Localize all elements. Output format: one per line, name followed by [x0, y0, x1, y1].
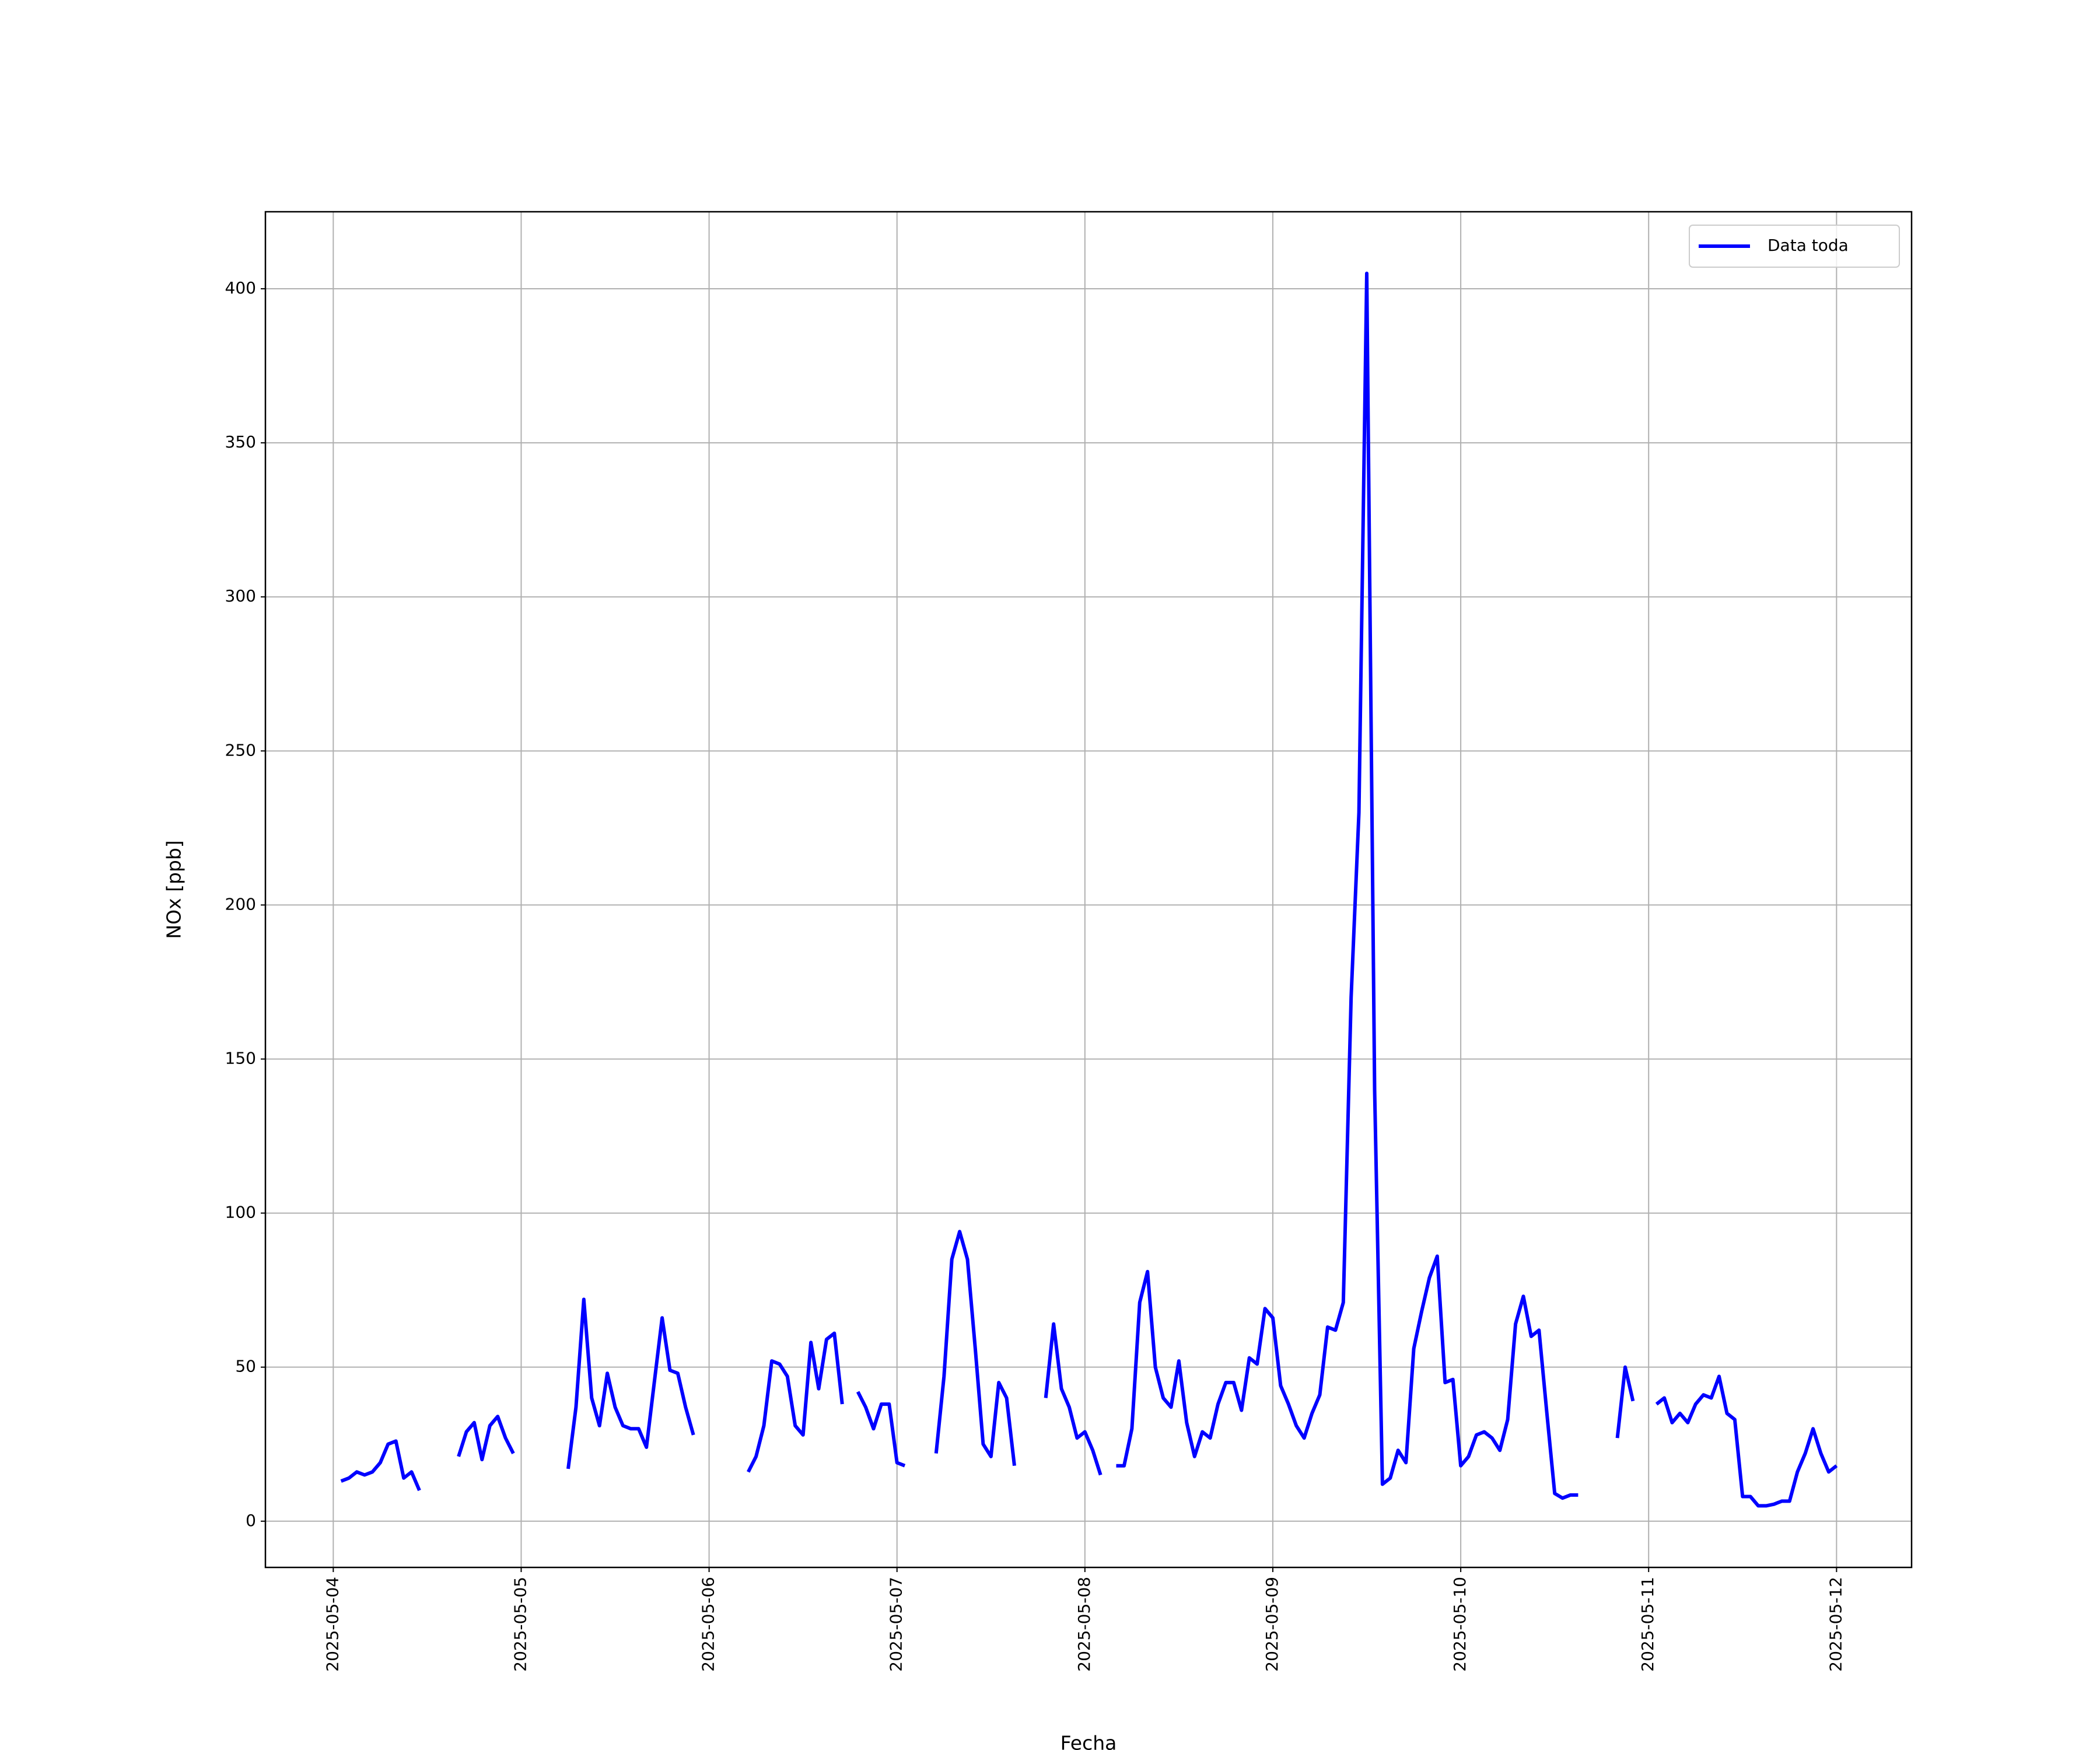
x-tick-label: 2025-05-04 — [323, 1577, 342, 1672]
x-tick-label: 2025-05-05 — [510, 1577, 530, 1672]
y-tick-label: 250 — [225, 740, 256, 760]
data-line — [340, 271, 1838, 1508]
x-tick-label: 2025-05-06 — [699, 1577, 718, 1672]
legend-box — [1689, 225, 1900, 268]
x-axis-label: Fecha — [1060, 1732, 1117, 1750]
x-tick-label: 2025-05-10 — [1450, 1577, 1469, 1672]
y-axis-label: NOx [ppb] — [163, 840, 186, 939]
y-tick-label: 50 — [235, 1357, 256, 1376]
x-tick-label: 2025-05-07 — [887, 1577, 906, 1672]
x-tick-label: 2025-05-09 — [1262, 1577, 1282, 1672]
y-tick-label: 150 — [225, 1049, 256, 1068]
y-tick-label: 350 — [225, 432, 256, 452]
x-tick-label: 2025-05-12 — [1826, 1577, 1845, 1672]
legend-label: Data toda — [1768, 236, 1849, 255]
x-tick-label: 2025-05-11 — [1638, 1577, 1657, 1672]
y-tick-label: 200 — [225, 894, 256, 914]
y-tick-label: 400 — [225, 278, 256, 298]
legend: Data toda — [1689, 225, 1900, 268]
y-tick-label: 100 — [225, 1203, 256, 1222]
y-tick-label: 300 — [225, 586, 256, 606]
plot-frame — [264, 211, 1913, 1569]
x-tick-label: 2025-05-08 — [1074, 1577, 1094, 1672]
y-tick-label: 0 — [246, 1511, 256, 1530]
